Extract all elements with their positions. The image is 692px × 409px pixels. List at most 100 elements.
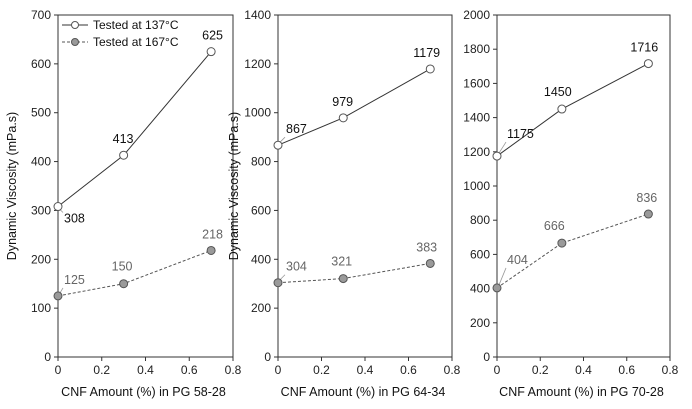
x-tick-label: 0.2 [532,363,549,377]
x-axis-label: CNF Amount (%) in PG 70-28 [499,385,664,399]
series-1-data-label: 979 [332,95,353,109]
x-axis-label: CNF Amount (%) in PG 58-28 [61,385,226,399]
series-1-point [206,47,216,57]
label-leader-line [59,287,64,294]
x-tick-label: 0 [494,363,501,377]
y-tick-label: 800 [470,213,490,227]
chart-panel-1: 0 100 200 300 400 500 600 700 0 0.2 0.4 0.6 0.8 CNF A… [5,8,242,399]
series-1-point [273,140,283,150]
y-tick-label: 600 [251,203,271,217]
series-1-point [425,64,435,74]
legend-label-1: Tested at 137°C [93,18,179,32]
series-2-data-label: 125 [64,273,85,287]
legend-marker-1 [71,21,79,29]
y-tick-label: 1200 [244,57,271,71]
series-1-point [557,104,567,114]
x-tick-label: 0.2 [93,363,110,377]
y-tick-label: 400 [251,252,271,266]
y-tick-label: 2000 [463,8,490,22]
x-tick-label: 0.8 [225,363,242,377]
label-leader-line [498,267,507,286]
series-1-point [643,59,653,69]
x-tick-label: 0.8 [444,363,461,377]
y-tick-label: 0 [483,350,490,364]
y-tick-label: 200 [31,252,51,266]
x-axis-label: CNF Amount (%) in PG 64-34 [281,385,446,399]
series-2-point [492,283,502,293]
series-2-point [53,291,63,301]
y-tick-label: 300 [31,203,51,217]
series-2-data-label: 304 [286,260,307,274]
chart-panel-3: 0 200 400 600 800 1000 1200 1400 1600 1800 2000 0 0.… [463,8,678,399]
series-1-data-label: 308 [64,212,85,226]
y-axis-label: Dynamic Viscosity (mPa.s) [5,112,19,260]
series-2-point [643,209,653,219]
series-2-point [119,279,129,289]
series-1-point [119,150,129,160]
chart-panel-2: 0 200 400 600 800 1000 1200 1400 0 0.2 0.4 0.6 0.8 CN… [227,8,461,399]
plot-frame [277,14,453,358]
y-tick-label: 800 [251,155,271,169]
y-tick-label: 1000 [244,106,271,120]
series-1-data-label: 867 [286,122,307,136]
y-axis-label: Dynamic Viscosity (mPa.s) [227,112,241,260]
x-tick-label: 0.4 [357,363,374,377]
y-tick-label: 700 [31,8,51,22]
x-tick-label: 0.4 [137,363,154,377]
y-tick-label: 200 [470,316,490,330]
x-tick-label: 0.6 [181,363,198,377]
x-tick-label: 0 [275,363,282,377]
series-2-data-label: 218 [202,227,223,241]
series-2-point [425,258,435,268]
series-1-data-label: 1716 [630,41,658,55]
x-tick-label: 0.4 [575,363,592,377]
label-leader-line [279,274,286,281]
series-2-data-label: 321 [331,255,352,269]
y-tick-label: 1400 [463,111,490,125]
series-1-data-label: 1179 [413,46,440,60]
x-tick-label: 0.6 [618,363,635,377]
y-tick-label: 100 [31,301,51,315]
series-2-point [557,238,567,248]
series-2-data-label: 836 [636,191,657,205]
x-tick-label: 0.8 [662,363,679,377]
y-tick-label: 600 [470,247,490,261]
series-1-point [338,113,348,123]
y-tick-label: 200 [251,301,271,315]
series-2-point [273,278,283,288]
y-tick-label: 400 [470,282,490,296]
series-1-data-label: 413 [113,132,134,146]
series-2-data-label: 404 [507,253,528,267]
x-tick-label: 0.6 [400,363,417,377]
series-1-data-label: 1450 [544,85,572,99]
x-tick-label: 0.2 [313,363,330,377]
series-2-point [338,274,348,284]
series-1-line [496,63,649,157]
series-2-data-label: 383 [416,240,437,254]
series-1-data-label: 625 [202,29,223,43]
legend: Tested at 137°C Tested at 167°C [62,18,179,49]
y-tick-label: 1000 [463,179,490,193]
y-tick-label: 600 [31,57,51,71]
label-leader-line [279,136,286,143]
y-tick-label: 1200 [463,145,490,159]
label-leader-line [498,141,507,154]
series-2-data-label: 150 [112,260,133,274]
y-tick-label: 1400 [244,8,271,22]
y-tick-label: 1600 [463,76,490,90]
y-tick-label: 400 [31,155,51,169]
x-tick-label: 0 [55,363,62,377]
series-1-point [53,202,63,212]
series-1-line [57,51,212,207]
y-tick-label: 0 [44,350,51,364]
series-2-point [206,245,216,255]
series-1-point [492,151,502,161]
y-tick-label: 1800 [463,42,490,56]
y-tick-label: 500 [31,106,51,120]
series-2-data-label: 666 [544,219,565,233]
y-tick-label: 0 [264,350,271,364]
series-1-data-label: 1175 [507,127,534,141]
series-2-line [496,213,649,289]
legend-label-2: Tested at 167°C [93,35,179,49]
